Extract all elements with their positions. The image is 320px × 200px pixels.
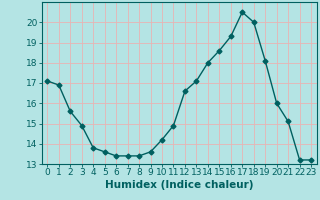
- X-axis label: Humidex (Indice chaleur): Humidex (Indice chaleur): [105, 180, 253, 190]
